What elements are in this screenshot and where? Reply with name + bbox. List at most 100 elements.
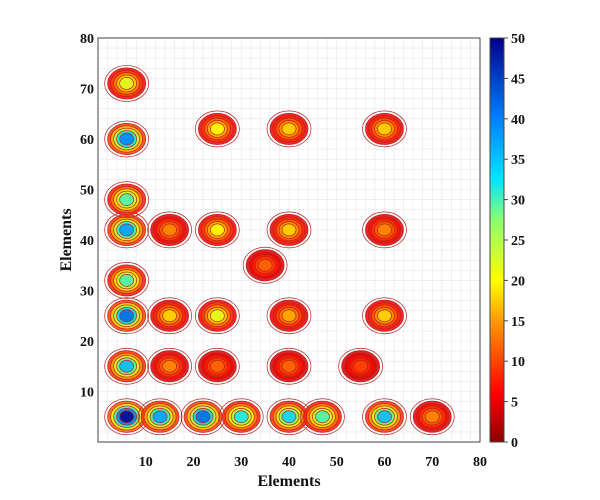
- contour-ring: [233, 410, 249, 424]
- y-tick-label: 30: [80, 285, 94, 300]
- hotspot: [266, 110, 312, 148]
- contour-ring: [119, 274, 135, 287]
- y-tick-label: 50: [80, 184, 94, 199]
- contour-ring: [353, 359, 368, 373]
- colorbar-tick-label: 10: [511, 355, 525, 370]
- contour-ring: [152, 410, 168, 424]
- contour-ring: [377, 122, 392, 136]
- y-tick-label: 70: [80, 83, 94, 98]
- colorbar-tick-label: 25: [511, 234, 525, 249]
- contour-ring: [104, 181, 150, 218]
- x-tick-labels: 10 20 30 40 50 60 70 80: [139, 455, 487, 470]
- contour-ring: [377, 309, 392, 323]
- colorbar-tick-label: 40: [511, 113, 525, 128]
- x-tick-label: 60: [378, 455, 392, 470]
- contour-ring: [195, 110, 240, 148]
- contour-blobs: [104, 65, 455, 436]
- contour-ring: [119, 77, 135, 90]
- contour-ring: [210, 223, 225, 237]
- hotspot: [180, 398, 226, 436]
- contour-ring: [210, 359, 225, 373]
- y-tick-label: 20: [80, 335, 94, 350]
- contour-ring: [104, 65, 150, 102]
- contour-ring: [266, 347, 312, 385]
- hotspot: [362, 110, 407, 148]
- colorbar-tick-label: 15: [511, 315, 525, 330]
- hotspot: [137, 398, 183, 436]
- contour-ring: [315, 410, 330, 424]
- hotspot: [362, 297, 407, 335]
- y-axis-label: Elements: [58, 208, 75, 271]
- contour-ring: [218, 398, 264, 436]
- contour-ring: [119, 223, 135, 237]
- x-tick-label: 40: [282, 455, 296, 470]
- hotspot: [195, 110, 240, 148]
- colorbar: [489, 37, 505, 443]
- contour-ring: [266, 110, 312, 148]
- colorbar-tick-label: 20: [511, 274, 525, 289]
- contour-ring: [119, 309, 135, 323]
- contour-ring: [162, 309, 177, 323]
- contour-ring: [281, 359, 297, 373]
- x-tick-label: 80: [473, 455, 487, 470]
- hotspot: [300, 398, 345, 436]
- contour-ring: [266, 297, 312, 335]
- hotspot: [104, 297, 150, 335]
- contour-ring: [377, 223, 392, 237]
- plot-frame: [97, 37, 481, 443]
- hotspot: [104, 65, 150, 102]
- hotspot: [362, 398, 407, 436]
- contour-ring: [119, 193, 135, 206]
- y-tick-labels: 10 20 30 40 50 60 70 80: [80, 32, 94, 401]
- contour-ring: [242, 246, 288, 284]
- contour-ring: [362, 398, 407, 436]
- contour-ring: [281, 309, 297, 323]
- y-tick-label: 60: [80, 133, 94, 148]
- hotspot: [362, 211, 407, 249]
- y-tick-label: 40: [80, 234, 94, 249]
- hotspot: [218, 398, 264, 436]
- x-tick-label: 70: [425, 455, 439, 470]
- hotspot: [147, 297, 192, 335]
- contour-ring: [210, 122, 225, 136]
- hotspot: [147, 211, 192, 249]
- x-tick-label: 30: [234, 455, 248, 470]
- contour-ring: [104, 297, 150, 335]
- colorbar-tick-label: 45: [511, 72, 525, 87]
- contour-ring: [210, 309, 225, 323]
- x-tick-label: 50: [330, 455, 344, 470]
- hotspot: [266, 398, 312, 436]
- hotspot: [242, 246, 288, 284]
- x-tick-label: 10: [139, 455, 153, 470]
- contour-ring: [377, 410, 392, 424]
- contour-ring: [104, 262, 150, 299]
- contour-ring: [266, 211, 312, 249]
- contour-ring: [147, 297, 192, 335]
- hotspot: [104, 347, 150, 385]
- contour-ring: [362, 297, 407, 335]
- contour-ring: [147, 211, 192, 249]
- contour-ring: [300, 398, 345, 436]
- contour-ring: [409, 398, 455, 436]
- colorbar-tick-label: 35: [511, 153, 525, 168]
- contour-ring: [281, 122, 297, 136]
- contour-ring: [137, 398, 183, 436]
- contour-ring: [195, 211, 240, 249]
- contour-ring: [362, 110, 407, 148]
- hotspot: [147, 347, 192, 385]
- contour-ring: [104, 347, 150, 385]
- contour-ring: [119, 359, 135, 373]
- contour-ring: [195, 410, 211, 424]
- colorbar-tick-label: 30: [511, 194, 525, 209]
- hotspot: [195, 297, 240, 335]
- hotspot: [266, 211, 312, 249]
- y-tick-label: 10: [80, 386, 94, 401]
- hotspot: [266, 347, 312, 385]
- contour-ring: [281, 410, 297, 424]
- contour-ring: [119, 410, 135, 424]
- hotspot: [104, 120, 150, 158]
- x-tick-label: 20: [187, 455, 201, 470]
- hotspot: [195, 347, 240, 385]
- contour-ring: [119, 132, 135, 146]
